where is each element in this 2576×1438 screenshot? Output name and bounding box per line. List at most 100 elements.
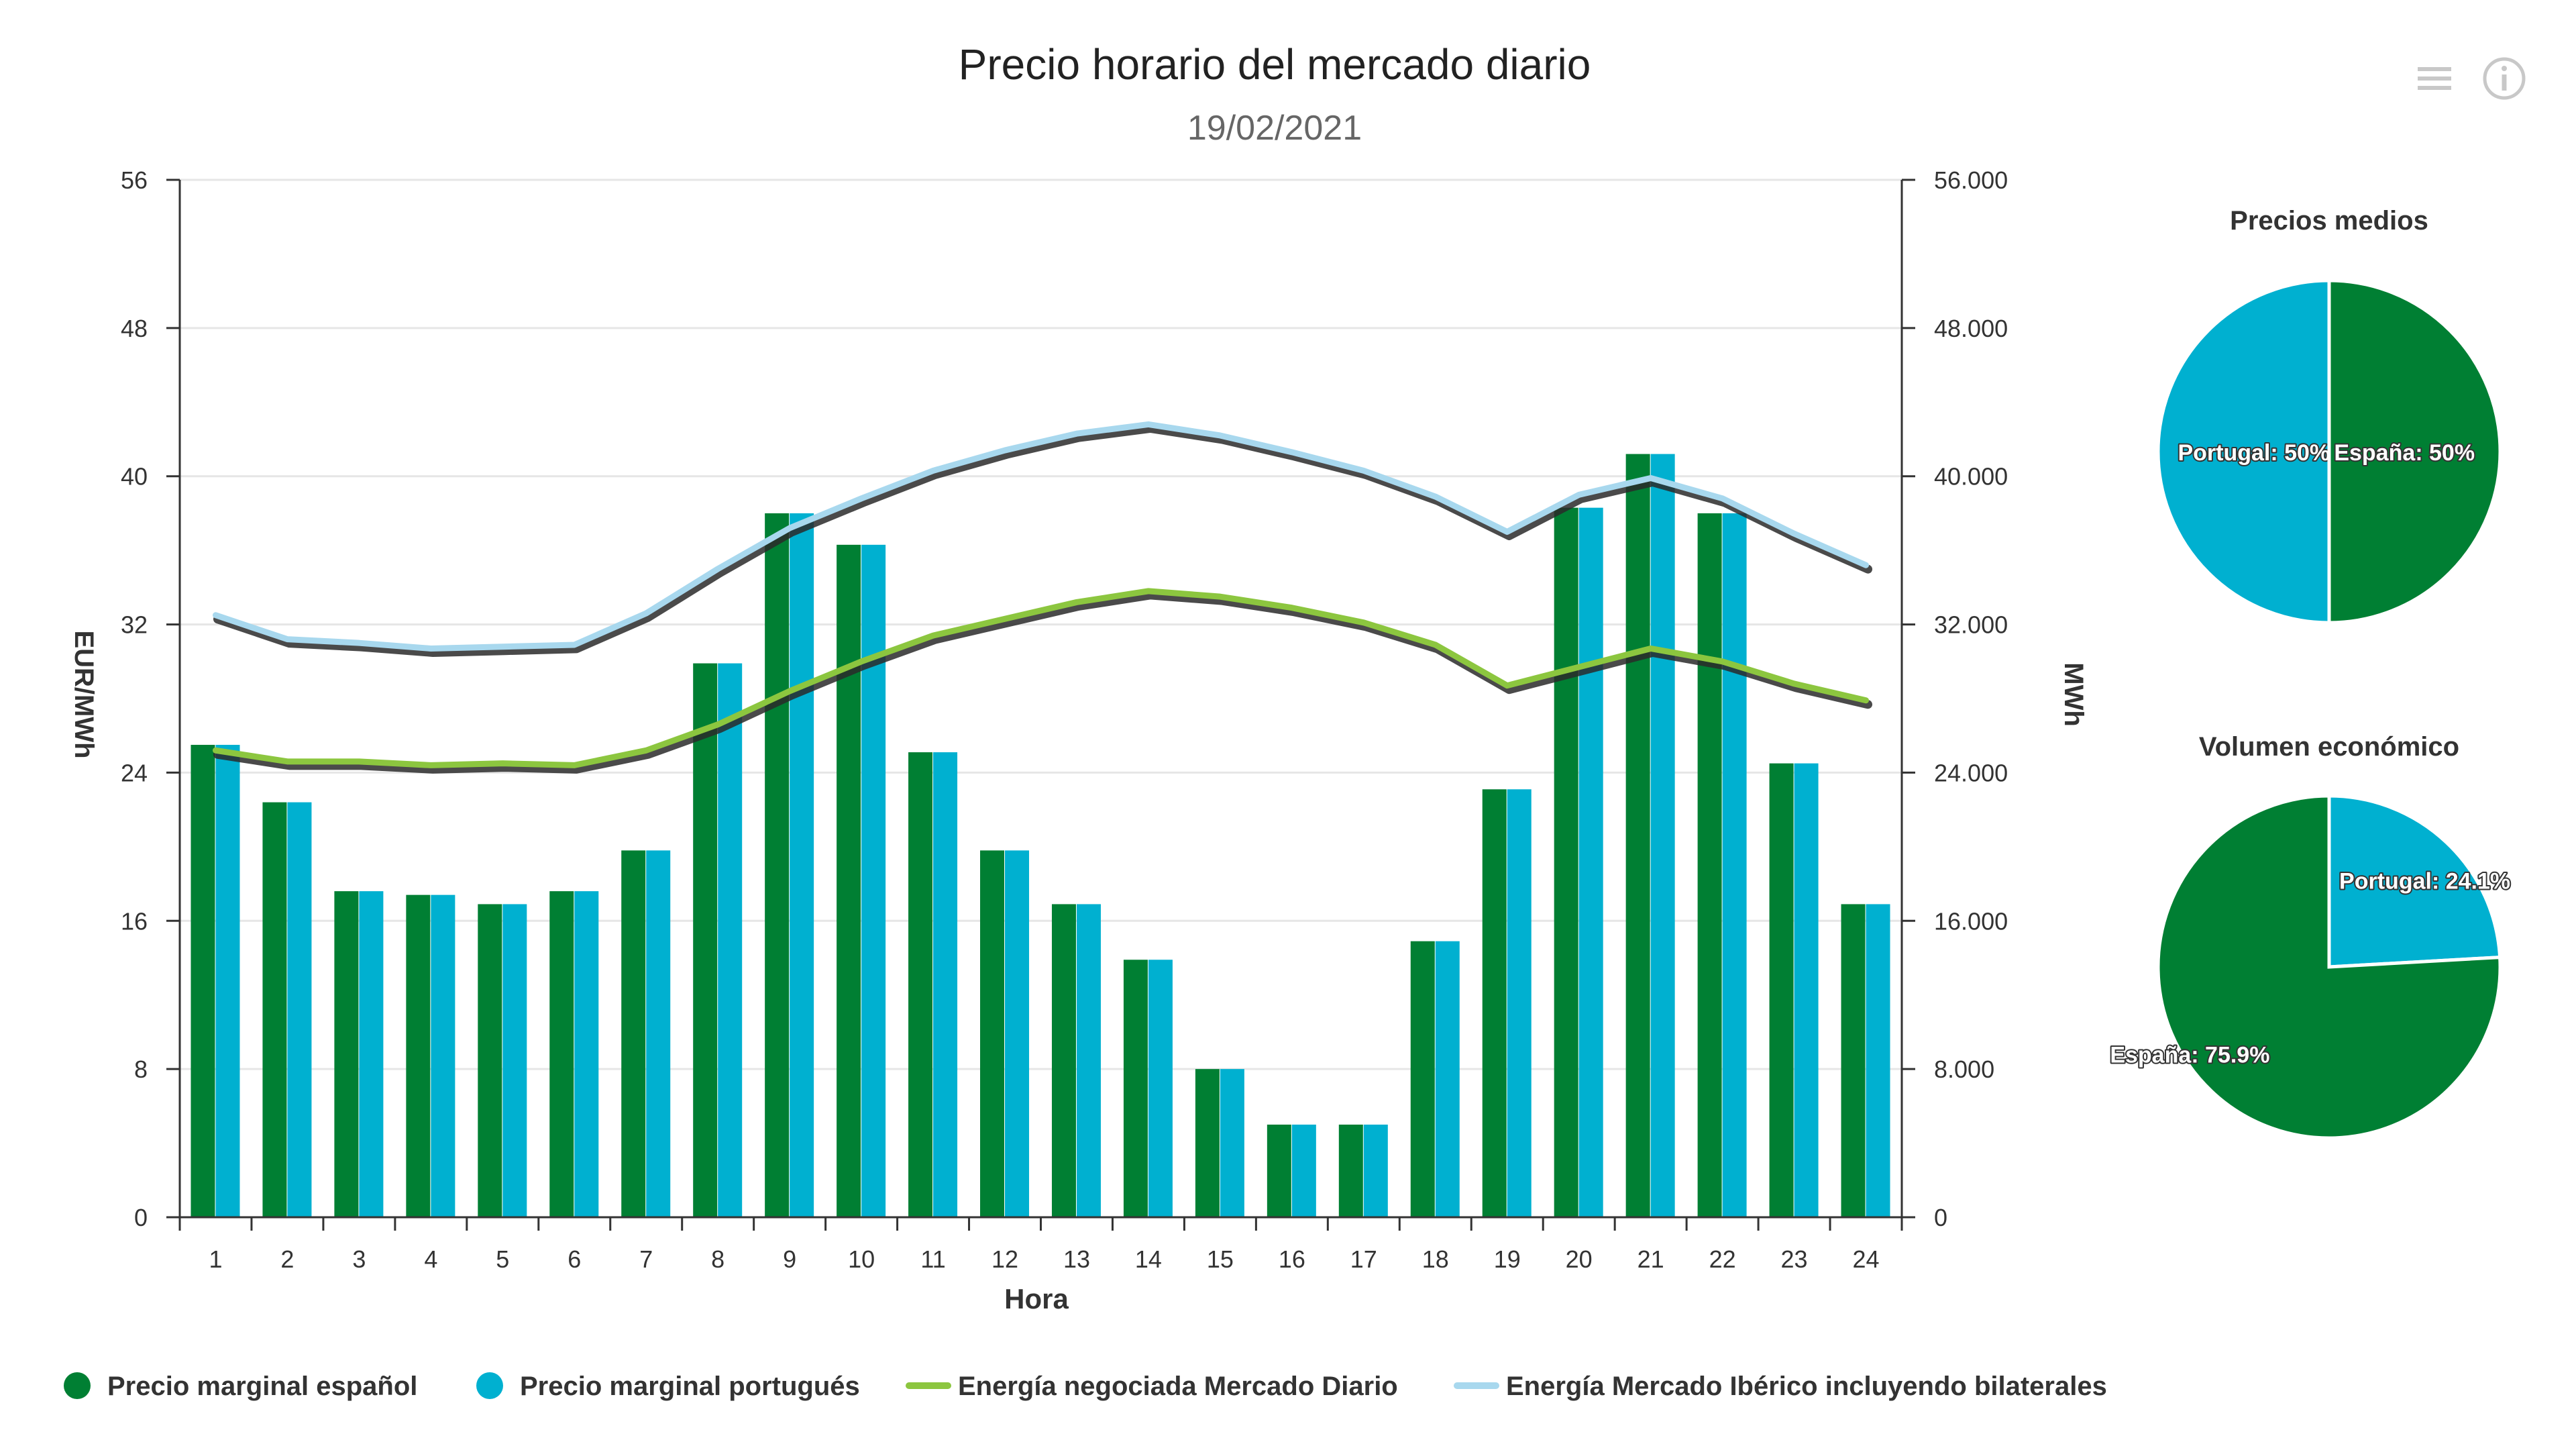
bar[interactable] xyxy=(215,745,240,1217)
bar[interactable] xyxy=(334,891,359,1217)
bar[interactable] xyxy=(1482,789,1507,1217)
bar[interactable] xyxy=(1410,941,1435,1217)
bar[interactable] xyxy=(287,802,312,1217)
series-line[interactable] xyxy=(212,588,1870,768)
bar[interactable] xyxy=(1841,904,1866,1217)
y-tick-label: 16 xyxy=(121,907,148,935)
pie-slice-label: España: 75.9% xyxy=(2110,1043,2269,1068)
pie-slice-label: Portugal: 24.1% xyxy=(2339,868,2510,894)
pie-slice[interactable] xyxy=(2327,794,2502,969)
bar[interactable] xyxy=(1722,513,1747,1217)
legend-item[interactable]: Energía negociada Mercado Diario xyxy=(906,1372,1398,1401)
bar[interactable] xyxy=(191,745,215,1217)
bar[interactable] xyxy=(1338,1124,1363,1217)
y-tick-label: 0 xyxy=(134,1204,148,1231)
bar[interactable] xyxy=(1220,1069,1244,1217)
menu-icon[interactable] xyxy=(2408,52,2461,105)
x-tick-label: 19 xyxy=(1494,1245,1521,1273)
bar[interactable] xyxy=(790,513,814,1217)
legend-marker xyxy=(476,1372,503,1399)
chart-title: Precio horario del mercado diario xyxy=(959,40,1591,89)
bar[interactable] xyxy=(1697,513,1722,1217)
x-tick-label: 4 xyxy=(424,1245,437,1273)
bar[interactable] xyxy=(1435,941,1460,1217)
bar[interactable] xyxy=(1866,904,1890,1217)
y-tick-label: 56 xyxy=(121,166,148,194)
legend-item[interactable]: Precio marginal español xyxy=(64,1372,417,1401)
x-tick-label: 12 xyxy=(991,1245,1018,1273)
bar[interactable] xyxy=(765,513,790,1217)
bar[interactable] xyxy=(1363,1124,1388,1217)
bar[interactable] xyxy=(933,752,958,1217)
bar[interactable] xyxy=(693,663,718,1217)
bar[interactable] xyxy=(1148,960,1173,1217)
chart-subtitle: 19/02/2021 xyxy=(1187,109,1362,148)
bar[interactable] xyxy=(1625,454,1650,1217)
legend-marker xyxy=(64,1372,91,1399)
bar[interactable] xyxy=(646,850,671,1217)
bar[interactable] xyxy=(262,802,287,1217)
pie-slice-label: Portugal: 50% xyxy=(2178,440,2330,466)
bar[interactable] xyxy=(1005,850,1030,1217)
bar[interactable] xyxy=(718,663,743,1217)
pie-slice[interactable] xyxy=(2156,278,2331,625)
x-tick-label: 9 xyxy=(783,1245,796,1273)
bar[interactable] xyxy=(574,891,599,1217)
bar[interactable] xyxy=(1195,1069,1220,1217)
bar[interactable] xyxy=(837,544,861,1217)
x-tick-label: 1 xyxy=(209,1245,222,1273)
pie-title: Volumen económico xyxy=(2199,732,2459,762)
bar[interactable] xyxy=(1076,904,1101,1217)
bar[interactable] xyxy=(1554,507,1578,1217)
y2-tick-label: 32.000 xyxy=(1934,611,2008,639)
pie-slice[interactable] xyxy=(2156,794,2502,1140)
info-icon[interactable] xyxy=(2478,52,2530,105)
bar[interactable] xyxy=(1769,763,1794,1217)
bar[interactable] xyxy=(549,891,574,1217)
bar[interactable] xyxy=(1123,960,1148,1217)
bar[interactable] xyxy=(1291,1124,1316,1217)
x-tick-label: 18 xyxy=(1422,1245,1449,1273)
legend-label: Precio marginal español xyxy=(107,1372,417,1401)
bar[interactable] xyxy=(861,544,886,1217)
bar[interactable] xyxy=(1578,507,1603,1217)
bar[interactable] xyxy=(431,894,455,1217)
legend-item[interactable]: Precio marginal portugués xyxy=(476,1372,860,1401)
y-tick-label: 32 xyxy=(121,611,148,639)
x-tick-label: 11 xyxy=(920,1245,945,1273)
x-tick-label: 20 xyxy=(1566,1245,1593,1273)
bar[interactable] xyxy=(1507,789,1532,1217)
series-line-shadow xyxy=(213,423,1873,657)
pie-chart: Precios medios Portugal: 50% España: 50% xyxy=(2156,206,2502,625)
y2-tick-label: 48.000 xyxy=(1934,315,2008,342)
x-tick-label: 24 xyxy=(1852,1245,1879,1273)
pie-slice[interactable] xyxy=(2327,278,2502,625)
bar[interactable] xyxy=(621,850,646,1217)
x-tick-label: 17 xyxy=(1350,1245,1377,1273)
bar[interactable] xyxy=(502,904,527,1217)
x-axis-title: Hora xyxy=(1004,1283,1069,1315)
x-tick-label: 14 xyxy=(1135,1245,1162,1273)
x-tick-label: 15 xyxy=(1207,1245,1234,1273)
y2-axis-title: MWh xyxy=(2059,662,2088,727)
bar[interactable] xyxy=(1051,904,1076,1217)
bar[interactable] xyxy=(478,904,502,1217)
legend-item[interactable]: Energía Mercado Ibérico incluyendo bilat… xyxy=(1454,1372,2107,1401)
bar[interactable] xyxy=(908,752,933,1217)
y-tick-label: 8 xyxy=(134,1056,148,1083)
bar[interactable] xyxy=(980,850,1005,1217)
y2-tick-label: 56.000 xyxy=(1934,166,2008,194)
bar[interactable] xyxy=(359,891,384,1217)
pie-title: Precios medios xyxy=(2230,206,2428,236)
x-tick-label: 16 xyxy=(1279,1245,1305,1273)
legend-label: Precio marginal portugués xyxy=(520,1372,860,1401)
bar[interactable] xyxy=(1267,1124,1291,1217)
bar[interactable] xyxy=(1794,763,1819,1217)
pie-slice-label: España: 50% xyxy=(2334,440,2475,466)
bar[interactable] xyxy=(1650,454,1675,1217)
x-tick-label: 7 xyxy=(639,1245,653,1273)
x-tick-label: 13 xyxy=(1063,1245,1090,1273)
bar[interactable] xyxy=(406,894,431,1217)
series-line[interactable] xyxy=(212,421,1870,652)
